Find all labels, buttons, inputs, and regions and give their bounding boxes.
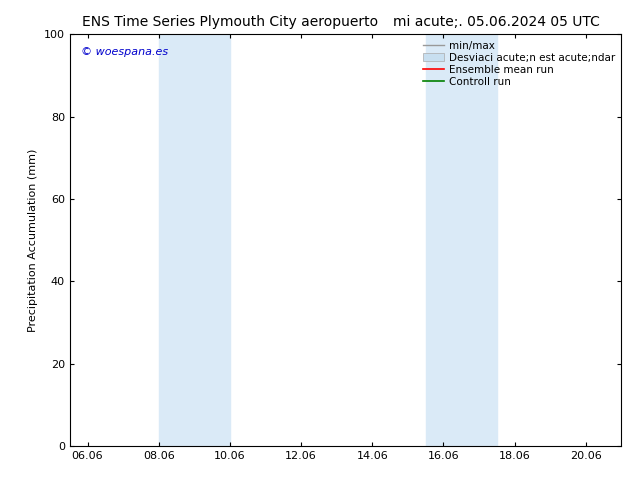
Bar	[425, 34, 497, 446]
Text: mi acute;. 05.06.2024 05 UTC: mi acute;. 05.06.2024 05 UTC	[393, 15, 600, 29]
Text: ENS Time Series Plymouth City aeropuerto: ENS Time Series Plymouth City aeropuerto	[82, 15, 378, 29]
Bar	[158, 34, 230, 446]
Y-axis label: Precipitation Accumulation (mm): Precipitation Accumulation (mm)	[29, 148, 38, 332]
Legend: min/max, Desviaci acute;n est acute;ndar, Ensemble mean run, Controll run: min/max, Desviaci acute;n est acute;ndar…	[420, 37, 618, 90]
Text: © woespana.es: © woespana.es	[81, 47, 168, 57]
